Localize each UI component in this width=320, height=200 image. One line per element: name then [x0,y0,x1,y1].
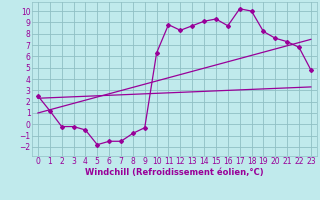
X-axis label: Windchill (Refroidissement éolien,°C): Windchill (Refroidissement éolien,°C) [85,168,264,177]
